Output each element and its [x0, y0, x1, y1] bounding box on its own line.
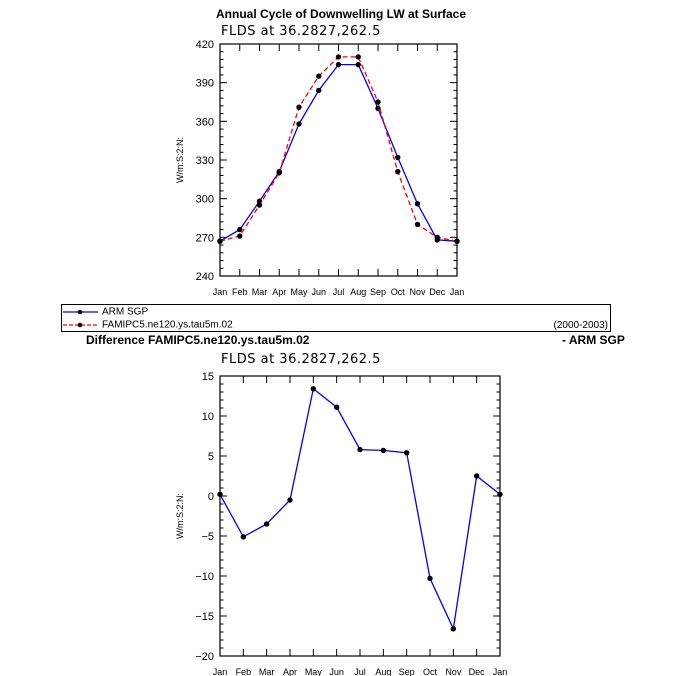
x-tick-label: Jun: [329, 667, 344, 676]
legend-label-arm: ARM SGP: [102, 306, 149, 318]
x-tick-label: Oct: [391, 287, 406, 297]
data-point: [335, 61, 342, 68]
data-point: [237, 226, 243, 233]
data-point: [335, 54, 342, 60]
data-point: [240, 534, 247, 540]
x-tick-label: Mar: [252, 287, 268, 297]
y-tick-label: −20: [195, 651, 214, 663]
legend-years: (2000-2003): [553, 320, 608, 331]
series-line-0: [219, 387, 501, 632]
x-tick-label: May: [290, 287, 308, 297]
data-point: [395, 168, 401, 175]
data-point: [434, 234, 440, 241]
y-tick-label: 15: [202, 371, 214, 383]
data-point: [454, 238, 460, 244]
data-point: [357, 446, 363, 453]
data-point: [355, 54, 361, 60]
y-tick-label: 390: [196, 78, 214, 90]
x-tick-label: Jul: [354, 667, 366, 676]
y-tick-label: 5: [208, 451, 214, 463]
x-tick-label: Sep: [399, 667, 415, 676]
x-tick-label: Jun: [311, 287, 326, 297]
diff-title-right: - ARM SGP: [562, 333, 625, 347]
data-point: [296, 121, 302, 127]
y-tick-label: −5: [201, 531, 214, 543]
x-tick-label: Aug: [375, 667, 391, 676]
legend-label-model: FAMIPC5.ne120.ys.tau5m.02: [102, 319, 233, 331]
chart-title: Annual Cycle of Downwelling LW at Surfac…: [216, 7, 467, 21]
y-tick-label: 270: [196, 232, 214, 244]
chart-subtitle-top: FLDS at 36.2827,262.5: [221, 24, 381, 39]
x-tick-label: Dec: [429, 287, 446, 297]
difference-chart: −20 −15 −10 −5 0 5 10 15 Jan Feb Mar Apr May Jun Jul Au…: [175, 371, 508, 676]
series-line-1: [219, 56, 458, 242]
data-point: [427, 575, 433, 582]
data-point: [375, 105, 381, 112]
x-tick-label: Jan: [493, 667, 508, 676]
data-point: [395, 154, 401, 161]
annual-cycle-chart: 240 270 300 330 360 390 420 Jan Feb Mar Apr May Jun J…: [175, 39, 465, 297]
data-point: [497, 491, 503, 498]
data-point: [276, 170, 282, 176]
data-point: [237, 233, 243, 239]
x-tick-label: May: [305, 667, 323, 676]
data-point: [217, 491, 223, 498]
x-tick-label: Oct: [423, 667, 438, 676]
data-point: [450, 626, 457, 632]
data-point: [414, 221, 421, 228]
x-tick-label: Dec: [469, 667, 486, 676]
chart-subtitle-bottom: FLDS at 36.2827,262.5: [221, 352, 381, 367]
x-tick-label: Aug: [350, 287, 366, 297]
data-point: [403, 450, 410, 456]
data-point: [296, 104, 302, 110]
data-point: [355, 61, 361, 68]
y-tick-label: 10: [202, 411, 214, 423]
data-point: [316, 73, 322, 79]
data-point: [316, 87, 322, 94]
y-axis-label: W/m:S:2:N:: [175, 493, 185, 539]
y-tick-label: −10: [195, 571, 214, 583]
legend-row-model: FAMIPC5.ne120.ys.tau5m.02: [62, 319, 233, 333]
x-tick-label: Feb: [232, 287, 248, 297]
data-point: [414, 201, 421, 207]
data-point: [380, 447, 387, 454]
y-tick-label: 330: [196, 155, 214, 167]
diff-title-left: Difference FAMIPC5.ne120.ys.tau5m.02: [86, 333, 310, 347]
x-tick-label: Apr: [272, 287, 286, 297]
x-tick-label: Nov: [445, 667, 462, 676]
x-tick-label: Apr: [283, 667, 297, 676]
data-point: [217, 238, 223, 244]
legend-line-arm: [63, 309, 98, 315]
data-point: [375, 99, 381, 105]
legend-row-arm: ARM SGP: [62, 306, 148, 320]
data-point: [263, 521, 270, 527]
y-tick-label: 0: [208, 491, 214, 503]
x-tick-label: Jan: [450, 287, 465, 297]
x-tick-label: Feb: [236, 667, 252, 676]
legend: ARM SGP FAMIPC5.ne120.ys.tau5m.02 (2000-…: [61, 304, 611, 332]
series-line-0: [219, 63, 458, 242]
y-tick-label: 360: [196, 116, 214, 128]
plot-frame: [219, 43, 458, 277]
data-point: [256, 202, 263, 208]
data-point: [287, 497, 293, 503]
data-point: [310, 386, 317, 392]
y-axis-label: W/m:S:2:N:: [175, 137, 185, 183]
data-point: [333, 404, 340, 410]
y-tick-label: 420: [196, 39, 214, 51]
x-tick-label: Jan: [213, 287, 228, 297]
plot-frame: [219, 375, 501, 657]
x-tick-label: Nov: [409, 287, 426, 297]
data-point: [473, 473, 480, 479]
legend-line-model: [63, 322, 98, 328]
y-tick-label: 240: [196, 271, 214, 283]
x-tick-label: Sep: [370, 287, 386, 297]
x-tick-label: Jan: [213, 667, 228, 676]
x-tick-label: Mar: [259, 667, 275, 676]
x-tick-label: Jul: [333, 287, 345, 297]
y-tick-label: 300: [196, 194, 214, 206]
y-tick-label: −15: [195, 611, 214, 623]
